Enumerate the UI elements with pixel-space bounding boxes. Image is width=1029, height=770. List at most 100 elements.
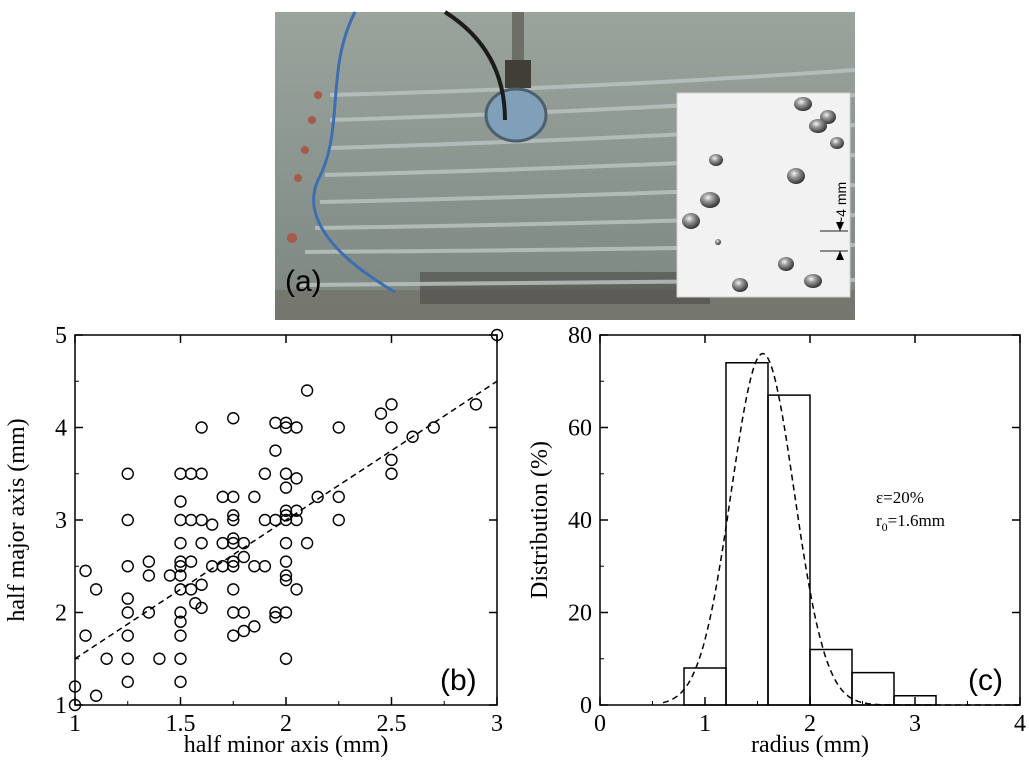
scatter-point: [385, 453, 398, 467]
scatter-point: [279, 652, 293, 665]
panel-label-a: (a): [285, 265, 322, 298]
scatter-point: [427, 421, 440, 434]
histogram-bar: [809, 648, 853, 706]
scatter-point: [374, 407, 388, 420]
scatter-point: [469, 398, 483, 411]
panel-label-b: (b): [440, 664, 477, 697]
scatter-point: [248, 560, 261, 573]
y-tick-label: 60: [568, 416, 592, 442]
scatter-point: [227, 555, 240, 568]
inset-scale-label: ~4 mm: [833, 182, 849, 225]
scatter-point: [290, 513, 303, 527]
y-tick-label: 3: [55, 508, 67, 534]
scatter-point: [189, 597, 202, 610]
scatter-point: [279, 606, 293, 619]
probe-body: [505, 60, 531, 88]
scatter-point: [79, 629, 92, 642]
y-tick-label: 2: [55, 601, 67, 627]
scatter-point: [121, 592, 134, 605]
scatter-point: [205, 560, 219, 573]
scatter-point: [290, 421, 303, 434]
scatter-point: [174, 495, 187, 508]
histogram-y-axis-label: Distribution (%): [527, 441, 553, 599]
scatter-point: [121, 467, 134, 480]
scatter-point: [142, 555, 156, 568]
scatter-point: [174, 536, 187, 550]
scatter-point: [227, 560, 240, 573]
annotation-r0-sub: 0: [882, 520, 888, 534]
scatter-point: [385, 421, 398, 434]
scatter-point: [290, 504, 303, 517]
scatter-point: [184, 555, 198, 568]
scatter-point: [237, 624, 251, 638]
scatter-point: [269, 416, 282, 430]
fit-line: [74, 380, 498, 660]
photo-panel: (a): [275, 10, 856, 320]
scatter-point: [174, 569, 187, 582]
scatter-point: [248, 490, 261, 504]
scatter-point: [195, 467, 208, 480]
bubbles: [682, 97, 844, 292]
scatter-point: [100, 652, 113, 665]
scatter-point: [385, 398, 398, 411]
annotation-epsilon: ε=20%: [876, 488, 924, 507]
scatter-point: [227, 532, 240, 545]
x-tick-label: 2.5: [377, 711, 407, 737]
scatter-point: [269, 610, 282, 624]
scatter-point: [216, 560, 229, 573]
scatter-point: [406, 430, 419, 443]
scatter-point: [227, 513, 240, 527]
y-tick-label: 20: [568, 601, 592, 627]
scatter-point: [89, 583, 103, 596]
scatter-point: [195, 536, 208, 550]
scatter-point: [279, 536, 293, 550]
scatter-point: [332, 513, 345, 527]
scatter-point: [258, 560, 272, 573]
scatter-point: [174, 467, 187, 480]
scatter-point: [121, 652, 134, 665]
scatter-point: [227, 629, 240, 642]
scatter-point: [174, 675, 187, 689]
x-tick-label: 0: [594, 711, 606, 737]
scatter-point: [279, 569, 293, 582]
scatter-chart: 1 1.5 2 2.5 3 1 2 3 4 5 half minor axis (mm) half…: [4, 323, 504, 758]
histogram-x-axis-label: radius (mm): [751, 732, 869, 758]
scatter-point: [227, 583, 240, 596]
scatter-point: [332, 490, 345, 504]
scatter-point: [79, 564, 92, 578]
annotation-r0-main: r: [876, 511, 882, 530]
scatter-point: [290, 583, 303, 596]
scatter-point: [279, 573, 293, 587]
valves: [287, 91, 322, 243]
scatter-point: [279, 467, 293, 480]
scatter-point: [300, 384, 314, 397]
scatter-point: [279, 416, 293, 430]
scale-arrow-bottom: [836, 251, 844, 260]
scale-arrow-top: [836, 222, 844, 231]
y-tick-label: 0: [580, 693, 592, 719]
scatter-point: [216, 536, 229, 550]
scatter-point: [174, 513, 187, 527]
scatter-point: [248, 620, 261, 633]
y-tick-label: 40: [568, 508, 592, 534]
scatter-point: [174, 652, 187, 665]
panel-label-c: (c): [968, 664, 1003, 697]
x-tick-label: 1.5: [166, 711, 196, 737]
y-tick-label: 1: [55, 693, 67, 719]
scatter-point: [121, 675, 134, 689]
histogram-bars: [662, 352, 1020, 706]
scatter-point: [227, 490, 240, 504]
scatter-x-axis-label: half minor axis (mm): [184, 732, 389, 758]
scatter-point: [300, 536, 314, 550]
scatter-point: [216, 490, 229, 504]
scatter-point: [195, 421, 208, 434]
scatter-point: [195, 601, 208, 615]
scatter-point: [184, 513, 198, 527]
scatter-frame: [74, 334, 498, 706]
scatter-point: [227, 606, 240, 619]
scatter-point: [269, 444, 282, 457]
scatter-point: [121, 606, 134, 619]
scatter-point: [279, 481, 293, 494]
